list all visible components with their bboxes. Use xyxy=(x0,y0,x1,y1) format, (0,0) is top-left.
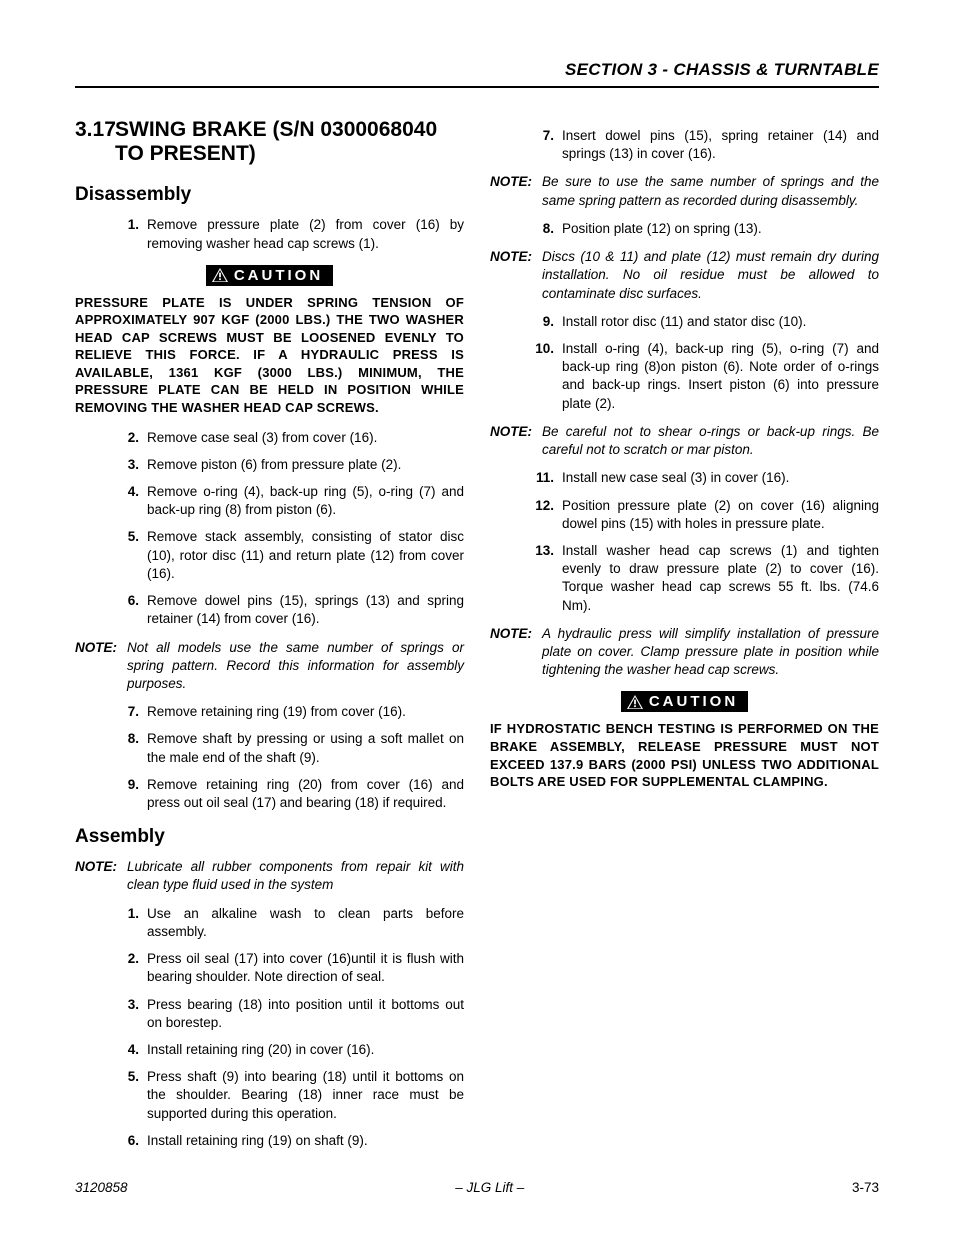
assembly-list-cont4: 11.Install new case seal (3) in cover (1… xyxy=(490,469,879,615)
list-item: 7.Remove retaining ring (19) from cover … xyxy=(117,703,464,721)
list-item: 5.Remove stack assembly, consisting of s… xyxy=(117,528,464,583)
caution-text: IF HYDROSTATIC BENCH TESTING IS PERFORME… xyxy=(490,720,879,790)
caution-badge: CAUTION xyxy=(200,265,340,286)
caution-label: CAUTION xyxy=(234,267,323,284)
note: NOTE: Discs (10 & 11) and plate (12) mus… xyxy=(490,248,879,303)
list-item: 1.Use an alkaline wash to clean parts be… xyxy=(117,905,464,941)
note-label: NOTE: xyxy=(490,173,542,209)
note-text: Not all models use the same number of sp… xyxy=(127,639,464,694)
list-item: 4.Install retaining ring (20) in cover (… xyxy=(117,1041,464,1059)
note: NOTE: Be careful not to shear o-rings or… xyxy=(490,423,879,459)
note-label: NOTE: xyxy=(75,639,127,694)
note: NOTE: Not all models use the same number… xyxy=(75,639,464,694)
note-text: Be sure to use the same number of spring… xyxy=(542,173,879,209)
assembly-list-cont2: 8.Position plate (12) on spring (13). xyxy=(490,220,879,238)
warning-icon xyxy=(627,695,643,709)
note-label: NOTE: xyxy=(490,248,542,303)
note-text: Lubricate all rubber components from rep… xyxy=(127,858,464,894)
list-item: 3.Press bearing (18) into position until… xyxy=(117,996,464,1032)
list-item: 4.Remove o-ring (4), back-up ring (5), o… xyxy=(117,483,464,519)
list-item: 10.Install o-ring (4), back-up ring (5),… xyxy=(532,340,879,413)
list-item: 1.Remove pressure plate (2) from cover (… xyxy=(117,216,464,252)
note: NOTE: Lubricate all rubber components fr… xyxy=(75,858,464,894)
disassembly-list-cont: 2.Remove case seal (3) from cover (16). … xyxy=(75,429,464,629)
list-item: 13.Install washer head cap screws (1) an… xyxy=(532,542,879,615)
list-item: 9.Remove retaining ring (20) from cover … xyxy=(117,776,464,812)
subhead-assembly: Assembly xyxy=(75,826,464,848)
caution-label: CAUTION xyxy=(649,693,738,710)
list-item: 9.Install rotor disc (11) and stator dis… xyxy=(532,313,879,331)
list-item: 5.Press shaft (9) into bearing (18) unti… xyxy=(117,1068,464,1123)
note-text: Be careful not to shear o-rings or back-… xyxy=(542,423,879,459)
note-text: A hydraulic press will simplify installa… xyxy=(542,625,879,680)
assembly-list: 1.Use an alkaline wash to clean parts be… xyxy=(75,905,464,1150)
note-label: NOTE: xyxy=(490,423,542,459)
footer-left: 3120858 xyxy=(75,1180,128,1195)
note: NOTE: A hydraulic press will simplify in… xyxy=(490,625,879,680)
disassembly-list-cont2: 7.Remove retaining ring (19) from cover … xyxy=(75,703,464,812)
left-column: 3.17 SWING BRAKE (S/N 0300068040 TO PRES… xyxy=(75,118,464,1159)
note-text: Discs (10 & 11) and plate (12) must rema… xyxy=(542,248,879,303)
note-label: NOTE: xyxy=(490,625,542,680)
list-item: 11.Install new case seal (3) in cover (1… xyxy=(532,469,879,487)
list-item: 8.Position plate (12) on spring (13). xyxy=(532,220,879,238)
footer-right: 3-73 xyxy=(852,1180,879,1195)
list-item: 6.Remove dowel pins (15), springs (13) a… xyxy=(117,592,464,628)
footer-mid: – JLG Lift – xyxy=(455,1180,524,1195)
caution-text: PRESSURE PLATE IS UNDER SPRING TENSION O… xyxy=(75,294,464,417)
section-title: 3.17 SWING BRAKE (S/N 0300068040 TO PRES… xyxy=(75,118,464,166)
list-item: 2.Remove case seal (3) from cover (16). xyxy=(117,429,464,447)
list-item: 8.Remove shaft by pressing or using a so… xyxy=(117,730,464,766)
subhead-disassembly: Disassembly xyxy=(75,184,464,206)
list-item: 6.Install retaining ring (19) on shaft (… xyxy=(117,1132,464,1150)
list-item: 3.Remove piston (6) from pressure plate … xyxy=(117,456,464,474)
list-item: 2.Press oil seal (17) into cover (16)unt… xyxy=(117,950,464,986)
title-text: SWING BRAKE (S/N 0300068040 TO PRESENT) xyxy=(115,118,464,166)
assembly-list-cont3: 9.Install rotor disc (11) and stator dis… xyxy=(490,313,879,413)
title-number: 3.17 xyxy=(75,118,115,166)
warning-icon xyxy=(212,268,228,282)
assembly-list-cont: 7.Insert dowel pins (15), spring retaine… xyxy=(490,127,879,163)
list-item: 7.Insert dowel pins (15), spring retaine… xyxy=(532,127,879,163)
list-item: 12.Position pressure plate (2) on cover … xyxy=(532,497,879,533)
disassembly-list: 1.Remove pressure plate (2) from cover (… xyxy=(75,216,464,252)
note: NOTE: Be sure to use the same number of … xyxy=(490,173,879,209)
page-footer: 3120858 – JLG Lift – 3-73 xyxy=(75,1180,879,1195)
right-column: 7.Insert dowel pins (15), spring retaine… xyxy=(490,118,879,1159)
note-label: NOTE: xyxy=(75,858,127,894)
caution-badge: CAUTION xyxy=(615,691,755,712)
section-header: SECTION 3 - CHASSIS & TURNTABLE xyxy=(75,60,879,88)
